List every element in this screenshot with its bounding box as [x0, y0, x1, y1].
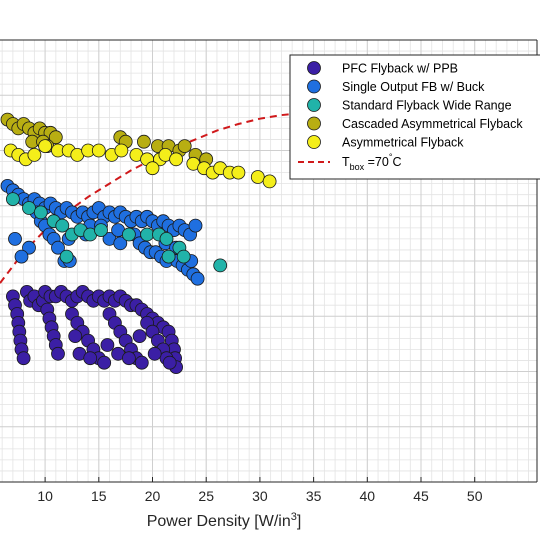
data-point-series-1 — [162, 355, 177, 370]
data-point-series-2 — [113, 236, 128, 251]
data-point-series-5 — [169, 152, 184, 167]
data-point-series-1 — [97, 355, 112, 370]
x-tick-label: 20 — [145, 488, 161, 504]
data-point-series-3 — [121, 227, 136, 242]
legend-label-series-5: Asymmetrical Flyback — [342, 136, 464, 150]
data-point-series-3 — [22, 201, 36, 215]
data-point-series-5 — [262, 174, 277, 189]
data-point-series-1 — [100, 338, 115, 352]
data-points-layer — [0, 112, 277, 375]
data-point-series-3 — [161, 249, 176, 264]
data-point-series-1 — [68, 329, 83, 344]
x-tick-label: 25 — [198, 488, 214, 504]
legend-marker-series-4 — [307, 116, 321, 131]
data-point-series-1 — [51, 346, 65, 361]
data-point-series-5 — [145, 161, 160, 176]
data-point-series-3 — [140, 227, 155, 242]
legend-label-curve: Tbox =70°C — [342, 152, 401, 172]
legend-label-series-3: Standard Flyback Wide Range — [342, 99, 512, 113]
data-point-series-1 — [147, 346, 162, 361]
legend-marker-series-2 — [307, 79, 321, 94]
data-point-series-2 — [14, 249, 29, 264]
data-point-series-3 — [55, 218, 70, 233]
data-point-series-2 — [190, 271, 205, 286]
x-tick-label: 10 — [37, 488, 53, 504]
data-point-series-5 — [38, 139, 52, 154]
data-point-series-2 — [188, 218, 203, 233]
legend-marker-series-1 — [307, 61, 321, 75]
data-point-series-1 — [83, 351, 98, 366]
x-tick-label: 30 — [252, 488, 268, 504]
legend-label-series-2: Single Output FB w/ Buck — [342, 80, 485, 94]
data-point-series-2 — [8, 231, 22, 246]
x-tick-label: 15 — [91, 488, 107, 504]
data-point-series-3 — [59, 249, 74, 264]
data-point-series-5 — [250, 170, 265, 184]
data-point-series-3 — [94, 223, 108, 238]
legend-marker-series-5 — [307, 135, 321, 149]
data-point-series-4 — [48, 130, 63, 145]
data-point-series-4 — [136, 134, 151, 149]
data-point-series-2 — [22, 240, 36, 255]
x-tick-label: 45 — [413, 488, 429, 504]
x-tick-label: 40 — [360, 488, 376, 504]
data-point-series-5 — [27, 147, 42, 162]
data-point-series-3 — [213, 258, 228, 273]
x-axis-label: Power Density [W/in3] — [147, 511, 302, 530]
data-point-series-1 — [134, 355, 149, 370]
x-tick-label: 35 — [306, 488, 322, 504]
data-point-series-5 — [91, 143, 106, 158]
legend-label-series-1: PFC Flyback w/ PPB — [342, 62, 458, 76]
data-point-series-5 — [114, 143, 129, 158]
data-point-series-1 — [121, 351, 136, 366]
x-tick-label: 50 — [467, 488, 483, 504]
legend: PFC Flyback w/ PPB Single Output FB w/ Bu… — [289, 54, 540, 180]
legend-entries: PFC Flyback w/ PPB Single Output FB w/ Bu… — [307, 61, 523, 150]
legend-marker-series-3 — [307, 98, 321, 112]
data-point-series-1 — [132, 329, 147, 344]
data-point-series-3 — [5, 192, 20, 207]
x-tick-labels: 10 15 20 25 30 35 40 45 50 — [37, 488, 482, 504]
data-point-series-1 — [16, 351, 31, 366]
data-point-series-3 — [159, 231, 174, 246]
data-point-series-5 — [231, 165, 246, 180]
data-point-series-2 — [51, 240, 65, 255]
legend-label-series-4: Cascaded Asymmetrical Flyback — [342, 117, 523, 131]
legend-box — [289, 54, 540, 180]
data-point-series-4 — [177, 139, 192, 154]
data-point-series-3 — [176, 249, 191, 264]
data-point-series-3 — [33, 205, 48, 220]
